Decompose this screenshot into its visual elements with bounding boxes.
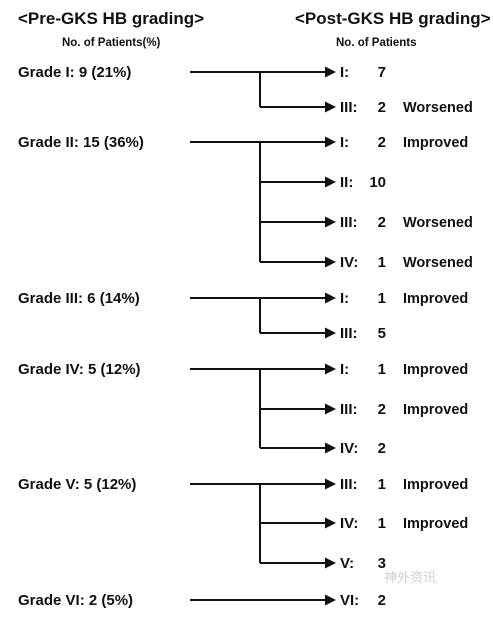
- outcome-status: Worsened: [403, 255, 473, 271]
- pre-gks-grade-label: Grade III: 6 (14%): [18, 290, 140, 307]
- post-gks-grade: I:: [340, 290, 349, 307]
- pre-gks-grade-label: Grade V: 5 (12%): [18, 476, 136, 493]
- diagram-header: <Pre-GKS HB grading> No. of Patients(%) …: [18, 9, 491, 49]
- arrow-head: [325, 327, 336, 339]
- post-gks-grade: I:: [340, 361, 349, 378]
- post-gks-title: <Post-GKS HB grading>: [295, 9, 491, 28]
- arrow-head: [325, 517, 336, 529]
- post-gks-grade: III:: [340, 325, 358, 342]
- arrow-head: [325, 101, 336, 113]
- arrow-head: [325, 216, 336, 228]
- post-gks-count: 2: [378, 592, 386, 609]
- arrow-head: [325, 136, 336, 148]
- pre-gks-grade-label: Grade II: 15 (36%): [18, 134, 144, 151]
- post-gks-count: 1: [378, 476, 386, 493]
- post-gks-grade: III:: [340, 401, 358, 418]
- arrow-head: [325, 478, 336, 490]
- post-gks-count: 10: [369, 174, 386, 191]
- pre-gks-title: <Pre-GKS HB grading>: [18, 9, 204, 28]
- post-gks-count: 2: [378, 134, 386, 151]
- arrow-head: [325, 66, 336, 78]
- post-gks-grade: I:: [340, 64, 349, 81]
- arrow-head: [325, 442, 336, 454]
- post-gks-grade: III:: [340, 214, 358, 231]
- watermark-logo: 神外资讯: [384, 571, 436, 586]
- post-gks-count: 5: [378, 325, 386, 342]
- post-gks-count: 7: [378, 64, 386, 81]
- grade-group: Grade I: 9 (21%) I: 7 III: 2 Worsened: [18, 64, 473, 116]
- post-gks-subtitle: No. of Patients: [336, 37, 417, 49]
- outcome-status: Improved: [403, 135, 468, 151]
- grade-group: Grade II: 15 (36%) I: 2 Improved II: 10 III: 2 W…: [18, 134, 473, 271]
- grade-group: Grade III: 6 (14%) I: 1 Improved III: 5: [18, 290, 468, 342]
- post-gks-grade: II:: [340, 174, 353, 191]
- post-gks-grade: IV:: [340, 515, 358, 532]
- pre-gks-grade-label: Grade IV: 5 (12%): [18, 361, 141, 378]
- arrow-head: [325, 557, 336, 569]
- grade-group: Grade IV: 5 (12%) I: 1 Improved III: 2 Improve…: [18, 361, 468, 457]
- arrow-head: [325, 403, 336, 415]
- post-gks-grade: IV:: [340, 254, 358, 271]
- outcome-status: Improved: [403, 291, 468, 307]
- grade-group: Grade V: 5 (12%) III: 1 Improved IV: 1 Improve…: [18, 476, 468, 572]
- post-gks-count: 3: [378, 555, 386, 572]
- pre-gks-grade-label: Grade VI: 2 (5%): [18, 592, 133, 609]
- arrow-head: [325, 256, 336, 268]
- outcome-status: Improved: [403, 402, 468, 418]
- post-gks-count: 2: [378, 401, 386, 418]
- pre-gks-subtitle: No. of Patients(%): [62, 37, 161, 49]
- post-gks-grade: VI:: [340, 592, 359, 609]
- post-gks-count: 2: [378, 99, 386, 116]
- pre-gks-grade-label: Grade I: 9 (21%): [18, 64, 131, 81]
- arrow-head: [325, 363, 336, 375]
- post-gks-count: 1: [378, 361, 386, 378]
- post-gks-grade: III:: [340, 476, 358, 493]
- post-gks-count: 1: [378, 290, 386, 307]
- outcome-status: Worsened: [403, 215, 473, 231]
- post-gks-count: 2: [378, 440, 386, 457]
- post-gks-grade: I:: [340, 134, 349, 151]
- arrow-head: [325, 594, 336, 606]
- outcome-status: Improved: [403, 516, 468, 532]
- post-gks-grade: V:: [340, 555, 354, 572]
- post-gks-grade: IV:: [340, 440, 358, 457]
- grade-group: Grade VI: 2 (5%) VI: 2: [18, 592, 386, 609]
- outcome-status: Improved: [403, 477, 468, 493]
- outcome-status: Improved: [403, 362, 468, 378]
- post-gks-grade: III:: [340, 99, 358, 116]
- post-gks-count: 2: [378, 214, 386, 231]
- outcome-status: Worsened: [403, 100, 473, 116]
- arrow-head: [325, 176, 336, 188]
- post-gks-count: 1: [378, 515, 386, 532]
- arrow-head: [325, 292, 336, 304]
- post-gks-count: 1: [378, 254, 386, 271]
